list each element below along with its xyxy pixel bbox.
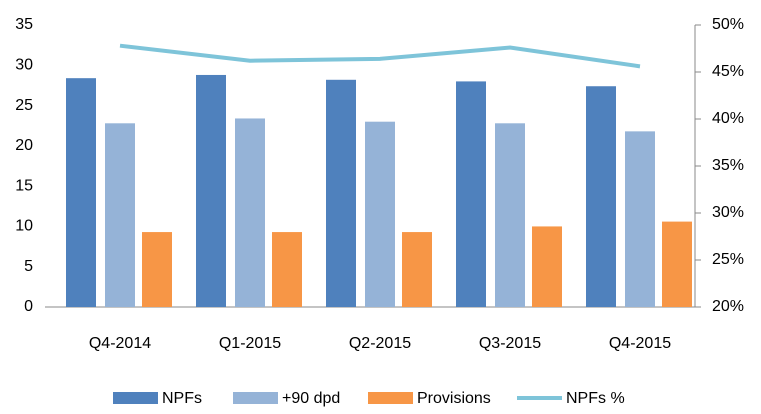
y-tick-label: 30 bbox=[15, 57, 33, 74]
y-tick-label: 5 bbox=[24, 258, 33, 275]
legend-swatch bbox=[233, 392, 278, 404]
y-tick-label: 15 bbox=[15, 177, 33, 194]
bar bbox=[532, 226, 562, 307]
y2-tick-label: 20% bbox=[712, 298, 744, 315]
y-tick-label: 10 bbox=[15, 218, 33, 235]
bar bbox=[326, 79, 356, 307]
legend-swatch bbox=[368, 392, 413, 404]
bar bbox=[272, 232, 302, 307]
bar bbox=[586, 86, 616, 307]
x-tick-label: Q2-2015 bbox=[349, 335, 411, 352]
bar bbox=[662, 221, 692, 307]
legend-label: NPFs % bbox=[566, 390, 625, 407]
bar bbox=[66, 78, 96, 307]
x-tick-label: Q4-2015 bbox=[609, 335, 671, 352]
y2-tick-label: 45% bbox=[712, 63, 744, 80]
bar bbox=[235, 118, 265, 307]
bar bbox=[365, 121, 395, 307]
y2-tick-label: 30% bbox=[712, 204, 744, 221]
legend-label: +90 dpd bbox=[282, 390, 340, 407]
x-tick-label: Q3-2015 bbox=[479, 335, 541, 352]
bar bbox=[495, 123, 525, 307]
bar bbox=[142, 232, 172, 307]
y-tick-label: 20 bbox=[15, 137, 33, 154]
y2-tick-label: 50% bbox=[712, 16, 744, 33]
x-tick-label: Q1-2015 bbox=[219, 335, 281, 352]
y-tick-label: 35 bbox=[15, 16, 33, 33]
bar bbox=[105, 123, 135, 307]
y-tick-label: 0 bbox=[24, 298, 33, 315]
bar bbox=[625, 131, 655, 307]
legend-swatch bbox=[113, 392, 158, 404]
legend-label: NPFs bbox=[162, 390, 202, 407]
line-series bbox=[119, 43, 641, 69]
x-tick-label: Q4-2014 bbox=[89, 335, 151, 352]
bar bbox=[456, 81, 486, 308]
y2-tick-label: 25% bbox=[712, 251, 744, 268]
y2-tick-label: 35% bbox=[712, 157, 744, 174]
bar bbox=[402, 232, 432, 307]
y2-tick-label: 40% bbox=[712, 110, 744, 127]
y-tick-label: 25 bbox=[15, 97, 33, 114]
legend-label: Provisions bbox=[417, 390, 491, 407]
bar bbox=[196, 74, 226, 307]
